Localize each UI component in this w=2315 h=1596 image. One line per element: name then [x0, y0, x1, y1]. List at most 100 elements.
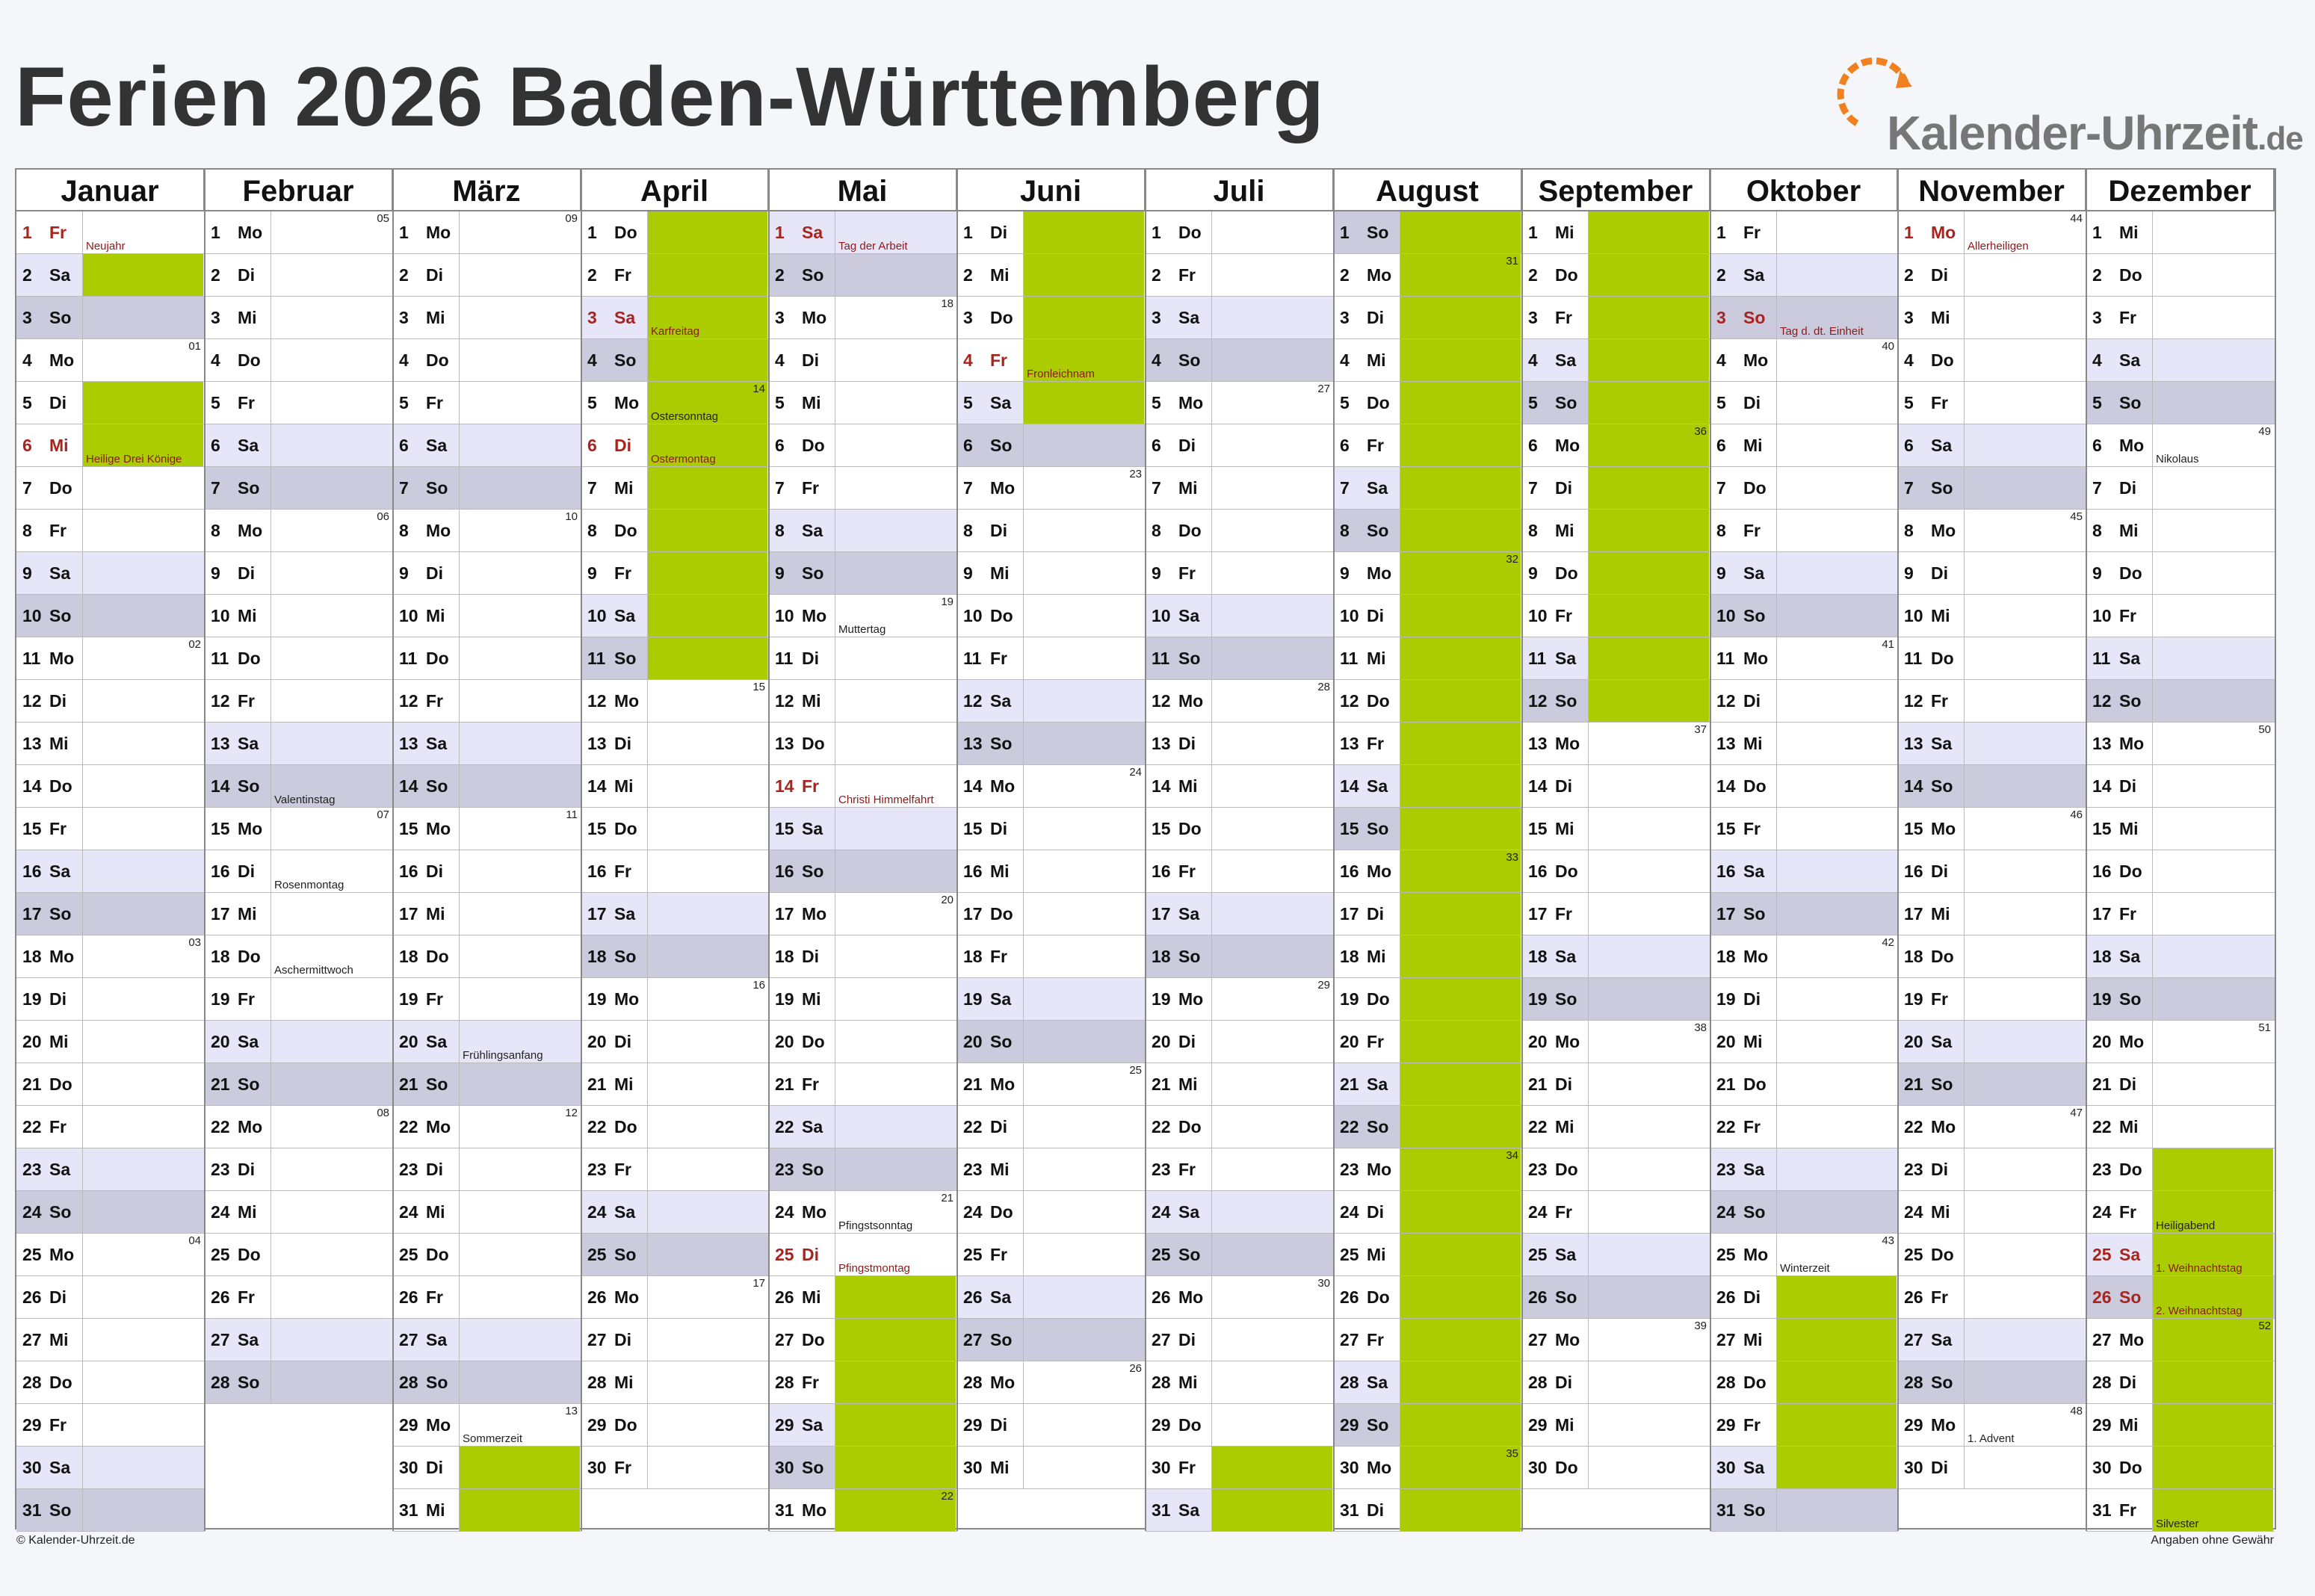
day-cell[interactable]: 28 Fr: [769, 1361, 957, 1404]
day-cell[interactable]: 15 Fr: [16, 808, 205, 850]
day-cell[interactable]: 19 Mi: [769, 978, 957, 1021]
day-cell[interactable]: 3 Sa: [1146, 297, 1334, 339]
day-cell[interactable]: 9 Fr: [1146, 552, 1334, 595]
day-cell[interactable]: 27 Sa: [205, 1319, 393, 1361]
day-cell[interactable]: 27 Fr: [1334, 1319, 1522, 1361]
day-cell[interactable]: 29 Fr: [1710, 1404, 1898, 1447]
day-cell[interactable]: 13 Sa: [205, 723, 393, 765]
day-cell[interactable]: 24 Mi: [205, 1191, 393, 1234]
day-cell[interactable]: 27 Sa: [393, 1319, 581, 1361]
day-cell[interactable]: 12 Fr: [205, 680, 393, 723]
day-cell[interactable]: 25 Do: [205, 1234, 393, 1276]
day-cell[interactable]: 6 Di: [1146, 424, 1334, 467]
day-cell[interactable]: 16 Di Rosenmontag: [205, 850, 393, 893]
day-cell[interactable]: 12 Do: [1334, 680, 1522, 723]
day-cell[interactable]: 8 Sa: [769, 510, 957, 552]
day-cell[interactable]: 9 Di: [1898, 552, 2086, 595]
day-cell[interactable]: 26 So 2. Weihnachtstag: [2086, 1276, 2275, 1319]
day-cell[interactable]: 24 Fr: [1522, 1191, 1710, 1234]
day-cell[interactable]: 9 Fr: [581, 552, 769, 595]
day-cell[interactable]: 9 Sa: [1710, 552, 1898, 595]
day-cell[interactable]: 5 Mo Ostersonntag 14: [581, 382, 769, 424]
day-cell[interactable]: 13 Do: [769, 723, 957, 765]
day-cell[interactable]: 7 Mi: [1146, 467, 1334, 510]
day-cell[interactable]: 23 Mo 34: [1334, 1148, 1522, 1191]
day-cell[interactable]: 25 Di Pfingstmontag: [769, 1234, 957, 1276]
day-cell[interactable]: 29 Do: [1146, 1404, 1334, 1447]
day-cell[interactable]: 5 So: [1522, 382, 1710, 424]
day-cell[interactable]: 7 Do: [1710, 467, 1898, 510]
day-cell[interactable]: 16 So: [769, 850, 957, 893]
day-cell[interactable]: 31 So: [16, 1489, 205, 1532]
day-cell[interactable]: 19 Di: [1710, 978, 1898, 1021]
day-cell[interactable]: 13 Di: [581, 723, 769, 765]
day-cell[interactable]: 5 Do: [1334, 382, 1522, 424]
day-cell[interactable]: 15 Mo 11: [393, 808, 581, 850]
day-cell[interactable]: 23 Do: [1522, 1148, 1710, 1191]
day-cell[interactable]: 29 Do: [581, 1404, 769, 1447]
day-cell[interactable]: 3 Mi: [1898, 297, 2086, 339]
day-cell[interactable]: 17 Di: [1334, 893, 1522, 935]
day-cell[interactable]: 12 Fr: [1898, 680, 2086, 723]
day-cell[interactable]: 17 Fr: [1522, 893, 1710, 935]
day-cell[interactable]: 18 Do Aschermittwoch: [205, 935, 393, 978]
day-cell[interactable]: 2 Di: [1898, 254, 2086, 297]
day-cell[interactable]: 13 So: [957, 723, 1146, 765]
day-cell[interactable]: 9 Mo 32: [1334, 552, 1522, 595]
day-cell[interactable]: 11 Mi: [1334, 637, 1522, 680]
day-cell[interactable]: 18 Mo 03: [16, 935, 205, 978]
day-cell[interactable]: 25 So: [581, 1234, 769, 1276]
day-cell[interactable]: 21 Sa: [1334, 1063, 1522, 1106]
day-cell[interactable]: 7 Fr: [769, 467, 957, 510]
day-cell[interactable]: 18 So: [581, 935, 769, 978]
day-cell[interactable]: 24 Mi: [1898, 1191, 2086, 1234]
day-cell[interactable]: 4 Do: [393, 339, 581, 382]
day-cell[interactable]: 20 Di: [1146, 1021, 1334, 1063]
day-cell[interactable]: 28 Mi: [1146, 1361, 1334, 1404]
day-cell[interactable]: 21 Mi: [581, 1063, 769, 1106]
day-cell[interactable]: 3 Mi: [393, 297, 581, 339]
day-cell[interactable]: 27 Do: [769, 1319, 957, 1361]
day-cell[interactable]: 17 Sa: [1146, 893, 1334, 935]
day-cell[interactable]: 25 Sa: [1522, 1234, 1710, 1276]
day-cell[interactable]: 30 Mo 35: [1334, 1447, 1522, 1489]
day-cell[interactable]: 25 Fr: [957, 1234, 1146, 1276]
day-cell[interactable]: 20 Di: [581, 1021, 769, 1063]
day-cell[interactable]: 31 Sa: [1146, 1489, 1334, 1532]
day-cell[interactable]: 28 Do: [16, 1361, 205, 1404]
day-cell[interactable]: 19 Fr: [1898, 978, 2086, 1021]
day-cell[interactable]: 8 Mi: [2086, 510, 2275, 552]
day-cell[interactable]: 22 So: [1334, 1106, 1522, 1148]
day-cell[interactable]: 29 Mi: [1522, 1404, 1710, 1447]
day-cell[interactable]: 26 Mo 30: [1146, 1276, 1334, 1319]
day-cell[interactable]: 2 So: [769, 254, 957, 297]
day-cell[interactable]: 8 Do: [581, 510, 769, 552]
day-cell[interactable]: 11 Sa: [1522, 637, 1710, 680]
day-cell[interactable]: 11 So: [581, 637, 769, 680]
day-cell[interactable]: 13 Mo 37: [1522, 723, 1710, 765]
day-cell[interactable]: 26 Do: [1334, 1276, 1522, 1319]
day-cell[interactable]: 5 Mo 27: [1146, 382, 1334, 424]
day-cell[interactable]: 18 Mo 42: [1710, 935, 1898, 978]
day-cell[interactable]: 11 Do: [205, 637, 393, 680]
day-cell[interactable]: 3 Fr: [1522, 297, 1710, 339]
day-cell[interactable]: 17 Mi: [205, 893, 393, 935]
day-cell[interactable]: 5 Fr: [1898, 382, 2086, 424]
day-cell[interactable]: 21 So: [1898, 1063, 2086, 1106]
day-cell[interactable]: 11 Mo 41: [1710, 637, 1898, 680]
day-cell[interactable]: 20 Mi: [1710, 1021, 1898, 1063]
day-cell[interactable]: 15 So: [1334, 808, 1522, 850]
day-cell[interactable]: 9 Mi: [957, 552, 1146, 595]
day-cell[interactable]: 17 Mi: [1898, 893, 2086, 935]
day-cell[interactable]: 10 So: [16, 595, 205, 637]
day-cell[interactable]: 19 So: [1522, 978, 1710, 1021]
day-cell[interactable]: 3 Di: [1334, 297, 1522, 339]
day-cell[interactable]: 6 Mi: [1710, 424, 1898, 467]
day-cell[interactable]: 18 Sa: [1522, 935, 1710, 978]
day-cell[interactable]: 27 Mi: [1710, 1319, 1898, 1361]
day-cell[interactable]: 18 Di: [769, 935, 957, 978]
day-cell[interactable]: 14 Mo 24: [957, 765, 1146, 808]
day-cell[interactable]: 24 Sa: [581, 1191, 769, 1234]
day-cell[interactable]: 2 Di: [393, 254, 581, 297]
day-cell[interactable]: 5 Fr: [205, 382, 393, 424]
